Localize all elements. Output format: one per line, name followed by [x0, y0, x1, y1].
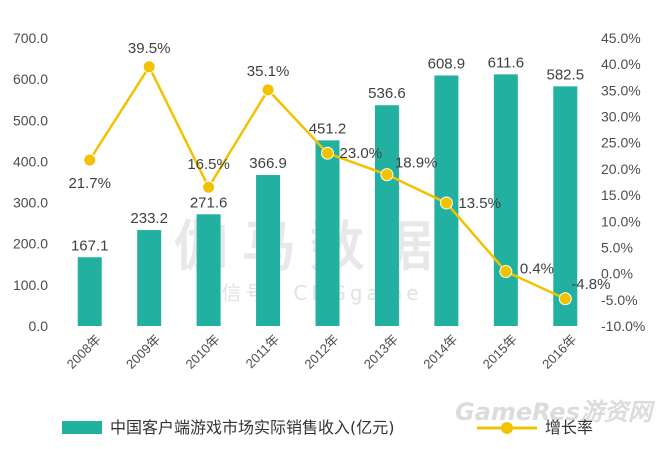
left-axis-tick-label: 100.0 [13, 277, 48, 293]
x-axis: 2008年 2009年 2010年 2011年 2012年 2013年 2014年 2015年… [64, 332, 580, 372]
left-axis-tick-label: 700.0 [13, 30, 48, 46]
bar [77, 257, 102, 326]
bar-value-label: 608.9 [428, 55, 466, 72]
right-axis-tick-label: -10.0% [601, 318, 645, 334]
right-axis-tick-label: 20.0% [601, 161, 641, 177]
left-y-axis: 0.0 100.0 200.0 300.0 400.0 500.0 600.0 700.0 [13, 30, 48, 334]
bar [256, 175, 281, 326]
right-axis-tick-label: 35.0% [601, 82, 641, 98]
x-axis-tick-label: 2008年 [64, 332, 104, 372]
growth-value-label: 23.0% [340, 145, 383, 162]
growth-point [499, 265, 513, 279]
x-axis-tick-label: 2016年 [539, 332, 579, 372]
x-axis-tick-label: 2015年 [480, 332, 520, 372]
growth-value-label: 18.9% [395, 155, 438, 172]
growth-point [202, 180, 216, 194]
growth-value-label: 0.4% [520, 261, 554, 278]
right-axis-tick-label: 0.0% [601, 266, 633, 282]
growth-value-label: 39.5% [128, 40, 171, 57]
legend-bar-label: 中国客户端游戏市场实际销售收入(亿元) [110, 418, 395, 437]
growth-point [83, 153, 97, 167]
growth-value-label: 21.7% [68, 175, 111, 192]
growth-point [261, 83, 275, 97]
bar [374, 105, 399, 326]
left-axis-tick-label: 400.0 [13, 153, 48, 169]
bar [315, 140, 340, 326]
left-axis-tick-label: 300.0 [13, 195, 48, 211]
growth-point [439, 196, 453, 210]
right-axis-tick-label: 10.0% [601, 213, 641, 229]
bar-series: 167.1 233.2 271.6 366.9 451.2 536.6 608.9 611.6… [71, 54, 584, 326]
bar [553, 86, 578, 326]
bar-value-label: 536.6 [368, 85, 406, 102]
x-axis-tick-label: 2011年 [243, 332, 283, 372]
legend-line-label: 增长率 [545, 418, 593, 437]
legend: 中国客户端游戏市场实际销售收入(亿元) 增长率 [62, 418, 593, 437]
watermark-corner: GameRes游资网 [455, 398, 656, 426]
growth-point [558, 292, 572, 306]
x-axis-tick-label: 2012年 [301, 332, 341, 372]
legend-bar-swatch [62, 421, 102, 434]
right-axis-tick-label: 45.0% [601, 30, 641, 46]
growth-point [380, 168, 394, 182]
right-y-axis: -10.0% -5.0% 0.0% 5.0% 10.0% 15.0% 20.0% 25.0% 3… [601, 30, 645, 334]
bar-value-label: 271.6 [190, 194, 228, 211]
right-axis-tick-label: 5.0% [601, 239, 633, 255]
growth-value-label: -4.8% [571, 276, 610, 293]
growth-point [142, 60, 156, 74]
bar [137, 230, 162, 326]
growth-value-label: 35.1% [247, 63, 290, 80]
watermark-group: 伽马数据 微信号：CNGgame GameRes游资网 [174, 215, 656, 426]
bar [493, 74, 518, 326]
bar-value-label: 366.9 [249, 155, 287, 172]
left-axis-tick-label: 200.0 [13, 236, 48, 252]
right-axis-tick-label: -5.0% [601, 292, 638, 308]
bar-value-label: 611.6 [488, 54, 524, 71]
growth-value-label: 13.5% [458, 195, 501, 212]
bar [196, 214, 221, 326]
left-axis-tick-label: 500.0 [13, 112, 48, 128]
bar-value-label: 451.2 [309, 120, 347, 137]
growth-line-series: 21.7% 39.5% 16.5% 35.1% 23.0% 18.9% 13.5% 0.4%-… [68, 40, 610, 306]
right-axis-tick-label: 25.0% [601, 135, 641, 151]
bar-value-label: 167.1 [71, 237, 109, 254]
x-axis-tick-label: 2009年 [123, 332, 163, 372]
x-axis-tick-label: 2013年 [361, 332, 401, 372]
bar-value-label: 233.2 [130, 210, 168, 227]
left-axis-tick-label: 0.0 [29, 318, 49, 334]
bar-value-label: 582.5 [547, 66, 585, 83]
right-axis-tick-label: 15.0% [601, 187, 641, 203]
growth-point [321, 146, 334, 160]
x-axis-tick-label: 2014年 [420, 332, 460, 372]
growth-value-label: 16.5% [187, 156, 230, 173]
legend-line-marker [501, 422, 513, 434]
right-axis-tick-label: 40.0% [601, 56, 641, 72]
left-axis-tick-label: 600.0 [13, 71, 48, 87]
x-axis-tick-label: 2010年 [182, 332, 222, 372]
right-axis-tick-label: 30.0% [601, 109, 641, 125]
